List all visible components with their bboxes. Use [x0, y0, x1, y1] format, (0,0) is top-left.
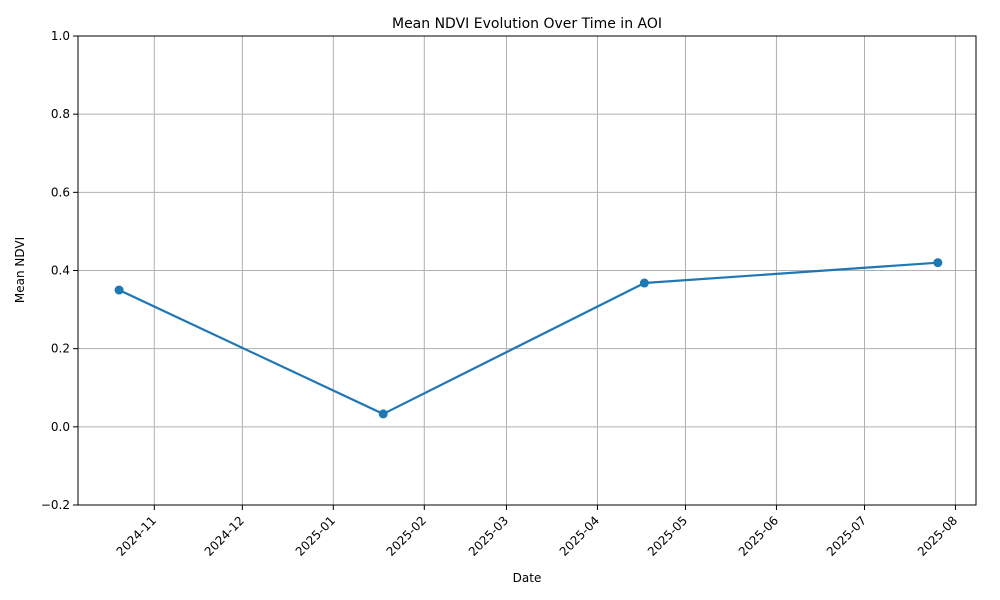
data-point — [933, 258, 943, 268]
chart-title: Mean NDVI Evolution Over Time in AOI — [392, 16, 662, 32]
data-point — [378, 409, 388, 419]
y-tick-label: 0.6 — [51, 185, 70, 199]
plot-frame — [77, 35, 977, 506]
series-layer — [114, 258, 943, 419]
y-tick-label: 1.0 — [51, 29, 70, 43]
y-tick-label: 0.0 — [51, 420, 70, 434]
y-tick-label: 0.8 — [51, 107, 70, 121]
y-tick-label: −0.2 — [41, 498, 70, 512]
y-tick-label: 0.4 — [51, 264, 70, 278]
x-axis-label: Date — [513, 571, 542, 585]
data-point — [639, 278, 649, 288]
y-tick-label: 0.2 — [51, 342, 70, 356]
data-point — [114, 285, 124, 295]
y-axis-label: Mean NDVI — [13, 237, 27, 303]
series-line — [118, 261, 938, 416]
